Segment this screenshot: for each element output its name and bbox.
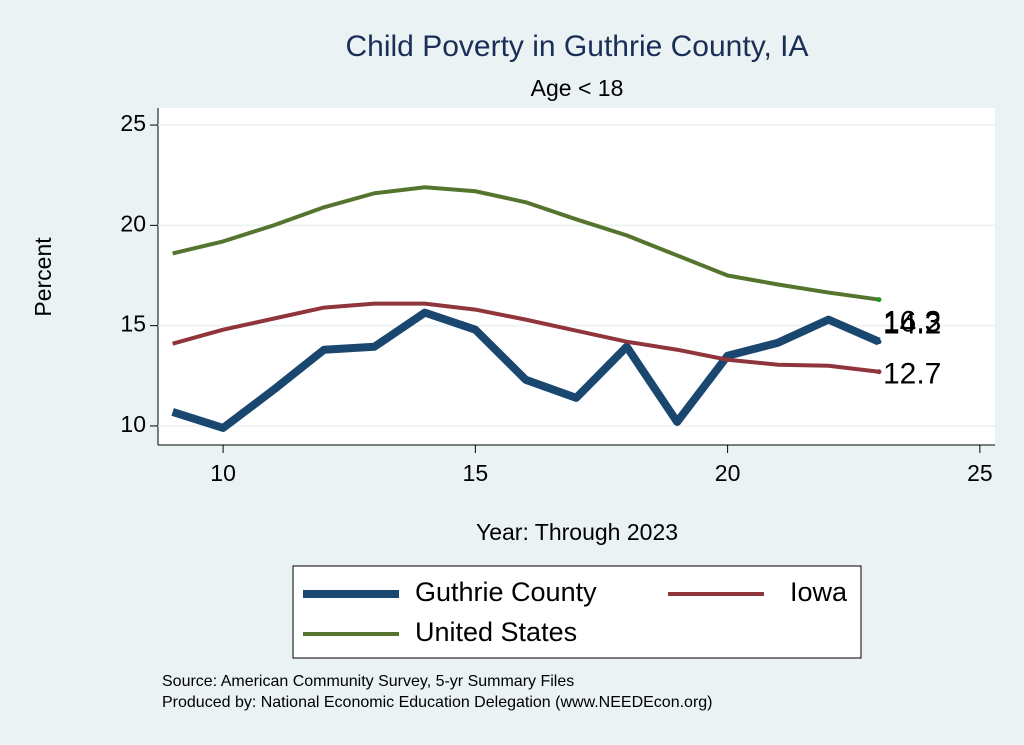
x-tick-label: 10	[210, 460, 236, 486]
end-label: 14.2	[883, 308, 941, 341]
y-tick-label: 25	[120, 110, 146, 136]
legend	[292, 565, 862, 659]
line	[172, 301, 880, 374]
legend-label: Iowa	[790, 577, 848, 607]
end-point	[876, 339, 882, 345]
chart-title: Child Poverty in Guthrie County, IA	[346, 30, 809, 63]
legend-label: United States	[415, 617, 577, 647]
chart-subtitle: Age < 18	[531, 75, 624, 101]
end-point	[876, 297, 882, 303]
line	[171, 308, 881, 432]
end-label: 12.7	[883, 358, 941, 391]
y-axis-label: Percent	[30, 237, 56, 317]
source-note: Produced by: National Economic Education…	[162, 694, 713, 711]
plot-area	[158, 108, 995, 445]
end-point	[876, 369, 882, 375]
x-tick-label: 25	[967, 460, 993, 486]
y-tick-label: 15	[120, 311, 146, 337]
y-tick-label: 20	[120, 210, 146, 236]
x-tick-label: 20	[715, 460, 741, 486]
line	[172, 185, 880, 302]
x-tick-label: 15	[463, 460, 489, 486]
x-axis-label: Year: Through 2023	[476, 519, 678, 545]
end-label: 16.3	[883, 305, 941, 338]
source-note: Source: American Community Survey, 5-yr …	[162, 673, 574, 690]
y-tick-label: 10	[120, 411, 146, 437]
legend-label: Guthrie County	[415, 577, 597, 607]
